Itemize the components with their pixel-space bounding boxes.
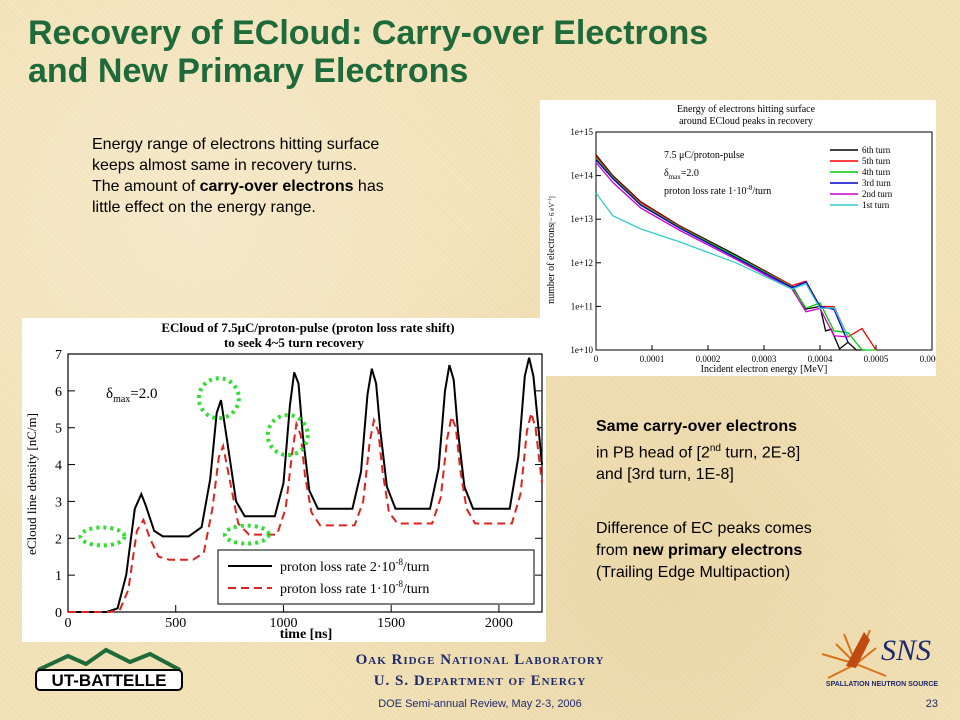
chart1-ytick-label: 1e+13 xyxy=(570,214,593,224)
chart1-annot-lossrate: proton loss rate 1·10-8/turn xyxy=(664,184,771,197)
chart2-xtick-label: 1500 xyxy=(377,616,405,631)
chart2-xtick-label: 2000 xyxy=(485,616,513,631)
sns-logo: SNS SPALLATION NEUTRON SOURCE xyxy=(821,629,938,688)
chart2-legend-label: proton loss rate 1·10-8/turn xyxy=(280,579,429,597)
chart2-ytick-label: 6 xyxy=(55,385,62,400)
slide-title: Recovery of ECloud: Carry-over Electrons… xyxy=(28,14,708,90)
footer-review: DOE Semi-annual Review, May 2-3, 2006 xyxy=(378,698,582,710)
chart2-ytick-label: 0 xyxy=(55,606,62,621)
chart1-series-line xyxy=(595,192,849,338)
energy-range-paragraph: Energy range of electrons hitting surfac… xyxy=(92,134,512,218)
chart2-legend-box xyxy=(217,549,535,605)
ut-battelle-logo: UT-BATTELLE xyxy=(35,647,183,691)
chart2-legend: proton loss rate 2·10-8/turn proton loss … xyxy=(217,549,535,605)
para2-line3: and [3rd turn, 1E-8] xyxy=(596,466,734,484)
chart2-series-line xyxy=(68,409,543,613)
chart1-series-line xyxy=(595,162,849,338)
chart2-title-line2: to seek 4~5 turn recovery xyxy=(224,335,365,350)
chart1-ytick-label: 1e+14 xyxy=(570,171,593,181)
slide-title-line1: Recovery of ECloud: Carry-over Electrons xyxy=(28,14,709,52)
chart1-xtick-label: 0.0001 xyxy=(640,354,665,364)
slide-title-line2: and New Primary Electrons xyxy=(28,52,469,90)
chart2-ytick-label: 2 xyxy=(55,532,62,547)
chart2-xtick-label: 0 xyxy=(65,616,72,631)
page-number: 23 xyxy=(925,698,938,710)
chart1-legend-label: 1st turn xyxy=(862,200,890,210)
para3-line2: from new primary electrons xyxy=(596,542,803,559)
para3-line1: Difference of EC peaks comes xyxy=(596,520,812,537)
chart2-xlabel: time [ns] xyxy=(280,627,333,642)
chart1-xtick-label: 0.0004 xyxy=(808,354,833,364)
chart1-legend-label: 6th turn xyxy=(862,145,891,155)
para1-line4: little effect on the energy range. xyxy=(92,199,316,216)
para1-line2: keeps almost same in recovery turns. xyxy=(92,157,357,174)
chart2-ytick-label: 3 xyxy=(55,495,62,510)
chart1-xtick-label: 0.0005 xyxy=(864,354,889,364)
chart2-highlight-ellipse xyxy=(265,413,310,458)
logo-box xyxy=(35,669,183,691)
chart1-xtick-label: 0.0006 xyxy=(920,354,936,364)
chart1-annot-charge: 7.5 μC/proton-pulse xyxy=(664,150,745,161)
sns-text: SNS xyxy=(881,634,931,667)
footer-lab: Oak Ridge National Laboratory xyxy=(355,652,605,668)
chart2-ytick-label: 5 xyxy=(55,422,62,437)
chart2-legend-label: proton loss rate 2·10-8/turn xyxy=(280,557,429,575)
chart2-ytick-label: 1 xyxy=(55,569,62,584)
carry-over-bold: carry-over electrons xyxy=(199,178,354,195)
chart1-xlabel: Incident electron energy [MeV] xyxy=(701,364,828,375)
chart1-ytick-label: 1e+10 xyxy=(570,345,593,355)
chart1-legend-label: 4th turn xyxy=(862,167,891,177)
chart1-legend-label: 3rd turn xyxy=(862,178,891,188)
chart1-title-line2: around ECloud peaks in recovery xyxy=(679,116,813,127)
chart1-xtick-label: 0 xyxy=(594,354,599,364)
chart2-title-line1: ECloud of 7.5μC/proton-pulse (proton los… xyxy=(161,320,454,335)
sns-v-mark xyxy=(846,632,870,668)
chart2-annot-delta: δmax=2.0 xyxy=(106,386,158,405)
para1-line1: Energy range of electrons hitting surfac… xyxy=(92,136,380,153)
chart1-annot-delta: δmax=2.0 xyxy=(664,168,699,181)
energy-spectrum-chart: Energy of electrons hitting surface arou… xyxy=(540,100,936,376)
chart1-legend-label: 5th turn xyxy=(862,156,891,166)
ut-battelle-text: UT-BATTELLE xyxy=(52,671,167,690)
chart2-highlight-ellipse xyxy=(222,523,271,546)
carry-over-paragraph: Same carry-over electrons in PB head of … xyxy=(596,416,936,486)
ec-peaks-paragraph: Difference of EC peaks comes from new pr… xyxy=(596,518,936,584)
sns-subtext: SPALLATION NEUTRON SOURCE xyxy=(826,681,938,688)
chart2-highlight-ellipse xyxy=(78,525,127,548)
chart1-ytick-label: 1e+15 xyxy=(570,127,593,137)
chart2-ytick-label: 4 xyxy=(55,459,62,474)
ecloud-density-chart: ECloud of 7.5μC/proton-pulse (proton los… xyxy=(22,318,546,642)
chart1-xtick-label: 0.0002 xyxy=(696,354,721,364)
chart2-ylabel: eCloud line density [nC/m] xyxy=(24,413,39,555)
para2-line1: Same carry-over electrons xyxy=(596,418,797,435)
chart1-xtick-label: 0.0003 xyxy=(752,354,777,364)
chart1-series-line xyxy=(595,157,876,351)
chart1-series-line xyxy=(595,154,865,351)
footer-dept: U. S. Department of Energy xyxy=(373,673,587,689)
chart1-legend-label: 2nd turn xyxy=(862,189,893,199)
chart2-ytick-label: 7 xyxy=(55,348,62,363)
chart2-xtick-label: 1000 xyxy=(269,616,297,631)
chart2-series-line xyxy=(68,357,543,613)
para2-line2: in PB head of [2nd turn, 2E-8] xyxy=(596,443,801,462)
chart1-title-line1: Energy of electrons hitting surface xyxy=(677,104,816,115)
para1-line3: The amount of carry-over electrons has xyxy=(92,178,384,195)
chart2-highlight-ellipse xyxy=(196,376,241,421)
para3-line3: (Trailing Edge Multipaction) xyxy=(596,564,791,581)
chart1-ytick-label: 1e+11 xyxy=(571,301,593,311)
mountain-icon xyxy=(37,647,181,672)
chart1-ytick-label: 1e+12 xyxy=(570,258,593,268)
chart1-ylabel: number of electrons[~ 6 eV-1] xyxy=(546,196,557,304)
chart2-xtick-label: 500 xyxy=(165,616,186,631)
